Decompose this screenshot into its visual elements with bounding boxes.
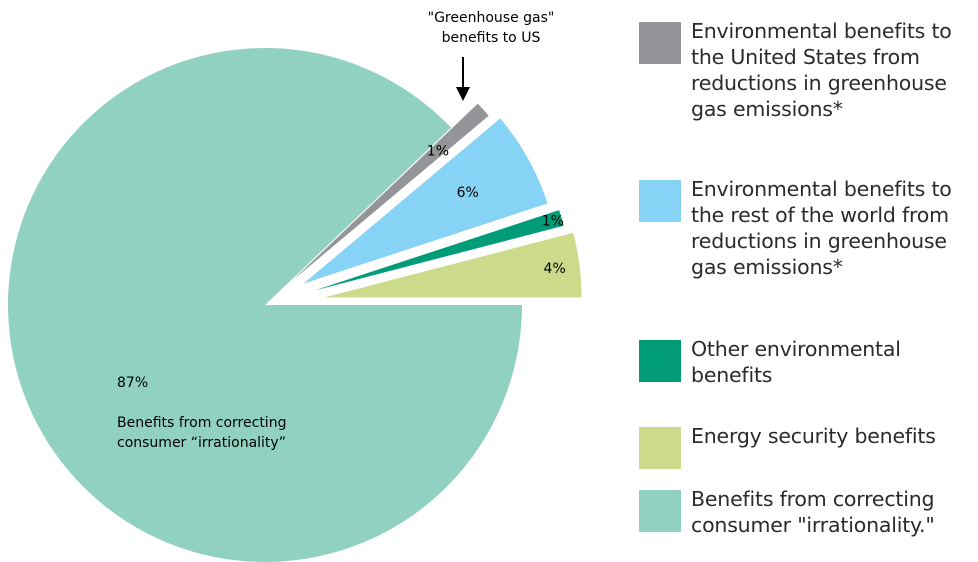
pie-slice xyxy=(291,103,489,281)
legend-label: Other environmental benefits xyxy=(691,337,901,387)
legend-swatch xyxy=(639,22,681,64)
legend-swatch xyxy=(639,427,681,469)
slice-percent-label: 6% xyxy=(457,185,479,201)
slice-percent-label: 1% xyxy=(542,213,564,229)
legend-swatch xyxy=(639,340,681,382)
pie-slice xyxy=(303,118,548,284)
greenhouse-gas-callout: "Greenhouse gas" benefits to US xyxy=(427,10,555,46)
legend-label: Environmental benefits to the United Sta… xyxy=(691,19,952,121)
pie-slice xyxy=(324,232,582,298)
legend-label: Environmental benefits to the rest of th… xyxy=(691,177,952,279)
legend-swatch xyxy=(639,180,681,222)
slice-percent-label: 4% xyxy=(544,261,566,277)
main-slice-label: 87% Benefits from correcting consumer “i… xyxy=(117,353,377,473)
legend-swatch xyxy=(639,490,681,532)
pie-slice xyxy=(8,48,522,562)
legend-label: Energy security benefits xyxy=(691,424,936,448)
slice-percent-label: 1% xyxy=(427,143,449,159)
callout-arrow xyxy=(456,57,470,101)
legend-label: Benefits from correcting consumer "irrat… xyxy=(691,487,935,537)
main-slice-percent: 87% xyxy=(117,375,149,391)
pie-slice xyxy=(314,210,564,291)
main-slice-description: Benefits from correcting consumer “irrat… xyxy=(117,415,287,451)
